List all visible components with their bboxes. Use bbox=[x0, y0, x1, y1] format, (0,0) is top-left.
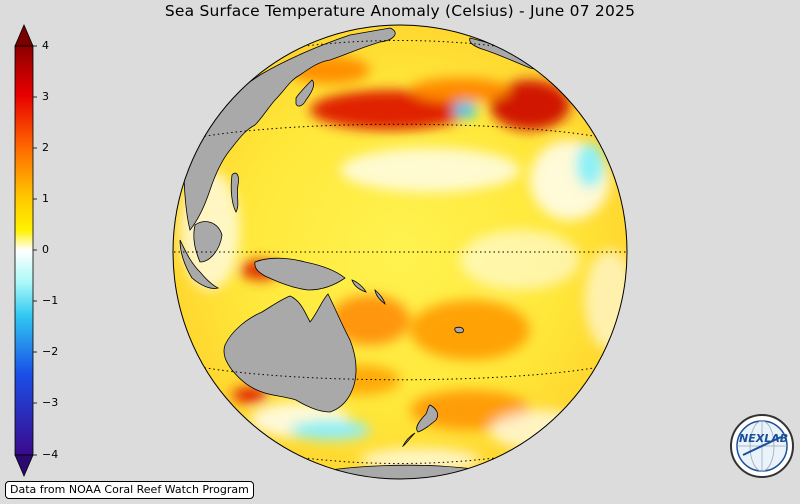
colorbar-tick-label: −3 bbox=[42, 396, 59, 409]
new-guinea-landmass bbox=[254, 257, 346, 291]
colorbar-bottom-arrow bbox=[14, 454, 34, 478]
globe-logo-icon bbox=[730, 414, 794, 478]
anomaly-field bbox=[180, 56, 627, 472]
japan-landmass bbox=[295, 79, 314, 107]
nexlab-logo bbox=[729, 413, 795, 483]
colorbar-tick-label: −4 bbox=[42, 448, 59, 461]
asia-landmass bbox=[183, 27, 396, 231]
philippines-landmass bbox=[230, 172, 239, 213]
data-credit-label: Data from NOAA Coral Reef Watch Program bbox=[5, 481, 254, 499]
australia-landmass bbox=[223, 293, 357, 413]
logo-text: NEXLAB bbox=[739, 432, 789, 445]
colorbar-tick-label: −2 bbox=[42, 345, 59, 358]
indonesia-landmass bbox=[179, 239, 220, 289]
colorbar-tick-label: 0 bbox=[42, 243, 49, 256]
colorbar: 4 3 2 1 0 −1 −2 −3 −4 bbox=[0, 0, 60, 484]
colorbar-tick-label: 2 bbox=[42, 141, 49, 154]
colorbar-tick-label: −1 bbox=[42, 294, 59, 307]
new-zealand-landmass bbox=[416, 404, 438, 433]
colorbar-tick-label: 4 bbox=[42, 39, 49, 52]
graticule bbox=[174, 40, 626, 464]
colorbar-tick-label: 1 bbox=[42, 192, 49, 205]
colorbar-graphic bbox=[14, 23, 37, 478]
globe-outline bbox=[172, 24, 628, 480]
new-zealand-south-landmass bbox=[401, 432, 416, 448]
colorbar-tick-label: 3 bbox=[42, 90, 49, 103]
map-title: Sea Surface Temperature Anomaly (Celsius… bbox=[164, 2, 636, 20]
